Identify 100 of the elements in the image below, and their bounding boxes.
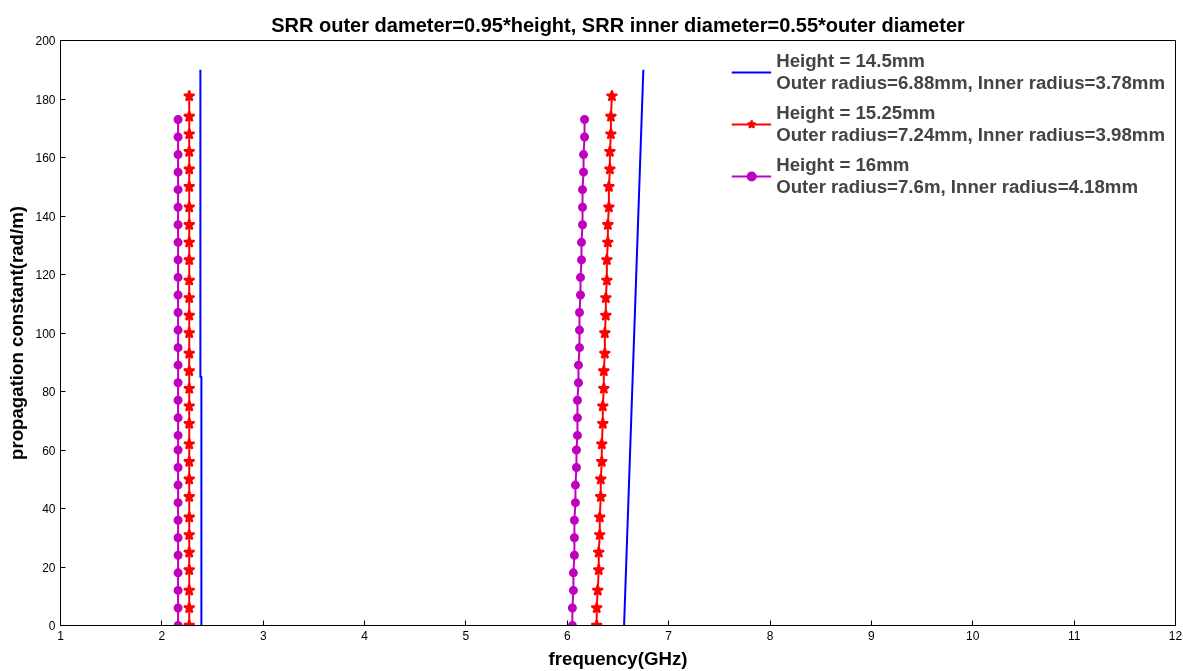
point <box>577 237 587 247</box>
point <box>183 382 196 395</box>
point <box>591 583 604 596</box>
legend-label: Height = 16mm Outer radius=7.6m, Inner radius=4.18mm <box>776 154 1139 198</box>
point <box>597 382 611 395</box>
point <box>183 417 196 430</box>
point <box>567 603 577 613</box>
x-tick-label: 4 <box>361 628 369 643</box>
x-tick-label: 5 <box>462 628 470 643</box>
x-axis-title: frequency(GHz) <box>548 647 688 669</box>
point <box>574 343 584 353</box>
y-tick-label: 120 <box>35 268 56 282</box>
point <box>183 437 196 450</box>
point <box>568 585 578 595</box>
legend-label: Height = 14.5mm Outer radius=6.88mm, Inner radius=3.78mm <box>776 50 1165 94</box>
x-tick-label: 12 <box>1168 628 1183 643</box>
point <box>598 326 612 339</box>
point <box>183 89 196 102</box>
point <box>570 480 580 490</box>
point <box>578 220 588 230</box>
point <box>576 290 585 300</box>
point <box>603 145 617 158</box>
point <box>173 343 183 353</box>
point <box>592 563 605 576</box>
point <box>183 180 196 193</box>
x-tick-label: 9 <box>868 628 876 643</box>
point <box>590 601 603 614</box>
y-tick-label: 200 <box>35 34 56 48</box>
point <box>173 480 183 490</box>
point <box>183 583 196 596</box>
point <box>602 180 616 193</box>
point <box>594 490 607 503</box>
point <box>604 110 618 122</box>
point <box>571 445 581 455</box>
point <box>569 533 579 543</box>
point <box>173 430 183 440</box>
point <box>173 237 183 247</box>
point <box>596 399 610 412</box>
point <box>574 325 584 335</box>
point <box>605 89 619 102</box>
point <box>604 127 618 140</box>
point <box>173 272 183 282</box>
y-tick-label: 100 <box>35 326 56 341</box>
point <box>183 218 196 231</box>
point <box>183 472 196 485</box>
point <box>596 417 610 430</box>
point <box>173 255 183 265</box>
point <box>173 360 183 370</box>
y-tick-label: 0 <box>48 619 56 633</box>
point <box>579 150 589 160</box>
point <box>173 132 183 142</box>
point <box>183 399 196 412</box>
point <box>173 413 183 423</box>
point <box>173 150 183 160</box>
point <box>576 272 585 282</box>
point <box>572 430 582 440</box>
point <box>595 455 609 468</box>
point <box>183 253 196 266</box>
chart-title: SRR outer dameter=0.95*height, SRR inner diameter=0.55*outer diameter <box>271 13 965 36</box>
point <box>183 162 196 175</box>
point <box>568 568 578 578</box>
point <box>183 455 196 468</box>
point <box>173 515 183 525</box>
point <box>173 498 183 508</box>
point <box>173 114 183 124</box>
point <box>173 585 183 595</box>
point <box>173 167 183 177</box>
point <box>173 378 183 388</box>
point <box>594 472 607 485</box>
point <box>573 378 583 388</box>
point <box>572 395 582 405</box>
x-tick-label: 2 <box>158 628 166 643</box>
point <box>603 162 617 175</box>
point <box>183 346 196 359</box>
y-tick-label: 40 <box>42 502 56 516</box>
point <box>569 515 579 525</box>
point <box>593 510 606 523</box>
point <box>183 127 196 140</box>
point <box>598 346 612 359</box>
point <box>599 291 613 304</box>
point <box>173 550 183 560</box>
point <box>183 145 196 158</box>
point <box>599 308 613 321</box>
point <box>173 290 183 300</box>
point <box>183 273 196 286</box>
y-tick-label: 160 <box>35 151 56 165</box>
x-tick-label: 7 <box>665 628 673 643</box>
point <box>577 255 587 265</box>
point <box>573 360 583 370</box>
point <box>578 202 588 212</box>
point <box>600 253 614 266</box>
point <box>173 533 183 543</box>
x-tick-label: 3 <box>259 628 267 643</box>
y-tick-label: 60 <box>42 443 56 458</box>
point <box>183 326 196 339</box>
point <box>183 510 196 523</box>
point <box>183 110 196 122</box>
point <box>183 364 196 377</box>
point <box>570 498 580 508</box>
point <box>580 114 590 124</box>
